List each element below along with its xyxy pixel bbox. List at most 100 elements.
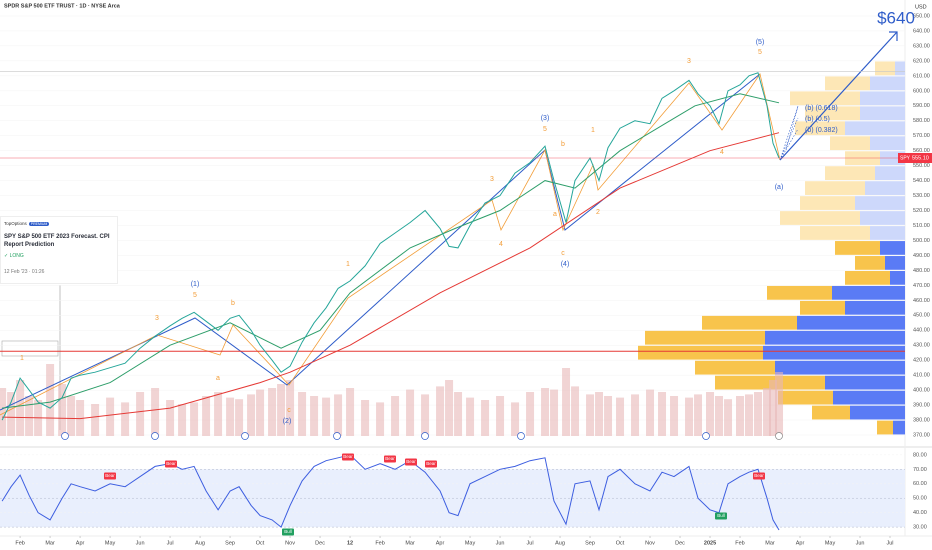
volume-bar (178, 404, 187, 436)
x-tick-label: 12 (347, 540, 353, 546)
profile-up-bar (875, 61, 895, 76)
profile-up-bar (800, 196, 855, 210)
wave-label: 1 (20, 355, 24, 362)
x-tick-label: Jul (167, 540, 174, 546)
event-icon (517, 432, 525, 440)
profile-up-bar (695, 360, 775, 375)
y-tick-label: 640.00 (913, 28, 930, 34)
volume-bar (256, 389, 265, 436)
last-price-tag (898, 153, 932, 163)
x-tick-label: Mar (45, 540, 55, 546)
divergence-label: Bear (426, 461, 436, 466)
y-tick-label: 630.00 (913, 43, 930, 49)
profile-down-bar (875, 166, 905, 180)
wave-label: (3) (541, 115, 550, 122)
volume-bar (406, 389, 415, 436)
sub-wave-line (0, 73, 781, 416)
divergence-tag (715, 512, 727, 520)
event-icon (61, 432, 69, 440)
volume-bar (604, 396, 613, 436)
profile-down-bar (765, 330, 905, 345)
profile-down-bar (885, 256, 905, 270)
y-tick-label: 520.00 (913, 208, 930, 214)
wave-label: c (561, 250, 565, 257)
profile-up-bar (645, 330, 765, 345)
y-tick-label: 450.00 (913, 313, 930, 319)
volume-bar (445, 380, 454, 436)
y-tick-label: 470.00 (913, 283, 930, 289)
volume-bar (106, 397, 115, 436)
last-price-name: SPY (900, 155, 911, 161)
forecast-arrow (779, 31, 898, 161)
y-tick-label: 30.00 (913, 525, 927, 531)
x-tick-label: Nov (645, 540, 655, 546)
wave-label: (b) (0.618) (805, 105, 838, 112)
wave-label: b (231, 300, 235, 307)
wave-label: b (561, 141, 565, 148)
profile-down-bar (870, 76, 905, 91)
y-tick-label: 490.00 (913, 253, 930, 259)
arrow-head (889, 31, 898, 41)
profile-down-bar (763, 345, 905, 360)
volume-bar (694, 394, 703, 436)
badge: PREMIUM (28, 222, 50, 226)
event-icon (775, 432, 783, 440)
profile-up-bar (795, 121, 845, 136)
x-tick-label: Mar (765, 540, 775, 546)
drawing-box (1, 340, 59, 357)
wave-label: 3 (687, 58, 691, 65)
divergence-label: Bull (284, 529, 292, 534)
wave-label: (4) (561, 261, 570, 268)
y-tick-label: 570.00 (913, 133, 930, 139)
x-tick-label: Nov (285, 540, 295, 546)
x-tick-label: Dec (675, 540, 685, 546)
wave-label: 4 (499, 241, 503, 248)
volume-bar (466, 397, 475, 436)
profile-down-bar (860, 211, 905, 225)
x-tick-label: Oct (256, 540, 265, 546)
divergence-tag (104, 472, 116, 480)
wave-label: 5 (543, 126, 547, 133)
divergence-tag (753, 472, 765, 480)
volume-bar (361, 400, 370, 436)
axis-unit: USD (915, 4, 927, 10)
profile-down-bar (832, 285, 905, 300)
volume-bar (235, 399, 244, 436)
volume-bar (715, 396, 724, 436)
volume-bar (646, 389, 655, 436)
volume-bar (724, 399, 733, 436)
volume-bar (190, 402, 199, 436)
y-tick-label: 590.00 (913, 103, 930, 109)
x-tick-label: May (105, 540, 116, 546)
volume-bar (346, 388, 355, 436)
x-tick-label: Apr (436, 540, 445, 546)
volume-bar (769, 380, 778, 436)
y-tick-label: 530.00 (913, 193, 930, 199)
wave-label: (5) (756, 39, 765, 46)
profile-down-bar (860, 106, 905, 121)
profile-down-bar (870, 136, 905, 151)
wave-label: 3 (155, 315, 159, 322)
volume-bar (562, 368, 571, 436)
divergence-tag (342, 453, 354, 461)
layout (0, 0, 932, 537)
volume-bar (436, 386, 445, 436)
divergence-label: Bear (406, 459, 416, 464)
brand-row: TopOptions PREMIUM (4, 221, 114, 227)
y-tick-label: 560.00 (913, 148, 930, 154)
series-line (1, 72, 780, 421)
volume-bar (322, 397, 331, 436)
volume-bar (136, 392, 145, 436)
wave-label: c (287, 407, 291, 414)
profile-down-bar (845, 300, 905, 315)
volume-bar (166, 400, 175, 436)
volume-bar (286, 380, 295, 436)
y-tick-label: 610.00 (913, 73, 930, 79)
volume-bar (67, 396, 76, 436)
x-tick-label: Oct (616, 540, 625, 546)
profile-up-bar (855, 256, 885, 270)
wave-line (0, 73, 761, 411)
volume-bar (616, 397, 625, 436)
